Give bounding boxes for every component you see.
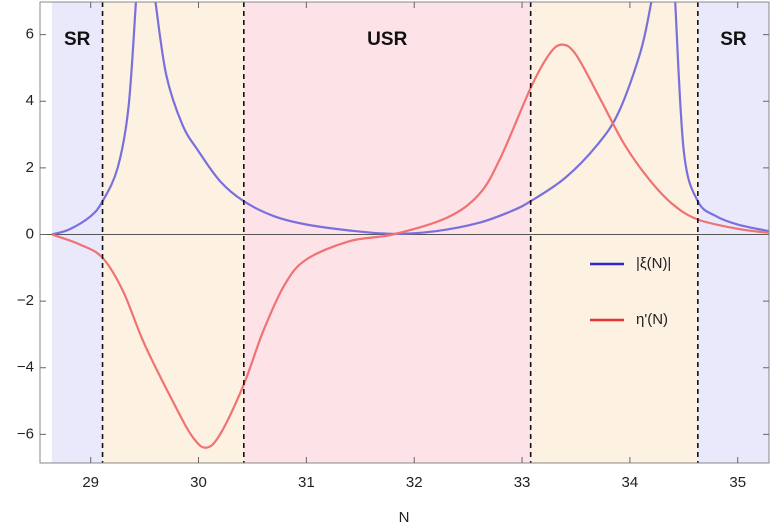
- region: [243, 2, 531, 463]
- y-tick-label: 4: [26, 92, 34, 109]
- region: [102, 2, 244, 463]
- legend-label: η'(N): [636, 311, 668, 328]
- x-tick-label: 31: [298, 474, 315, 491]
- y-tick-label: −2: [17, 292, 34, 309]
- line-series: [674, 2, 769, 233]
- x-tick-label: 32: [406, 474, 423, 491]
- region-label: SR: [64, 29, 91, 50]
- y-tick-label: −6: [17, 425, 34, 442]
- line-series: [51, 43, 769, 449]
- line-series: [51, 2, 138, 236]
- region-label: SR: [720, 29, 747, 50]
- y-tick-label: 0: [26, 225, 34, 242]
- y-tick-label: −4: [17, 359, 34, 376]
- region-label: USR: [367, 29, 407, 50]
- y-tick-label: 2: [26, 159, 34, 176]
- plot-area: [40, 2, 769, 463]
- x-tick-label: 29: [82, 474, 99, 491]
- x-axis-label: N: [399, 509, 410, 526]
- plot-frame: [39, 1, 770, 464]
- x-tick-label: 35: [729, 474, 746, 491]
- x-tick-label: 33: [514, 474, 531, 491]
- x-tick-label: 30: [190, 474, 207, 491]
- x-tick-label: 34: [622, 474, 639, 491]
- y-tick-label: 6: [26, 26, 34, 43]
- legend-label: |ξ(N)|: [636, 255, 671, 272]
- region: [530, 2, 698, 463]
